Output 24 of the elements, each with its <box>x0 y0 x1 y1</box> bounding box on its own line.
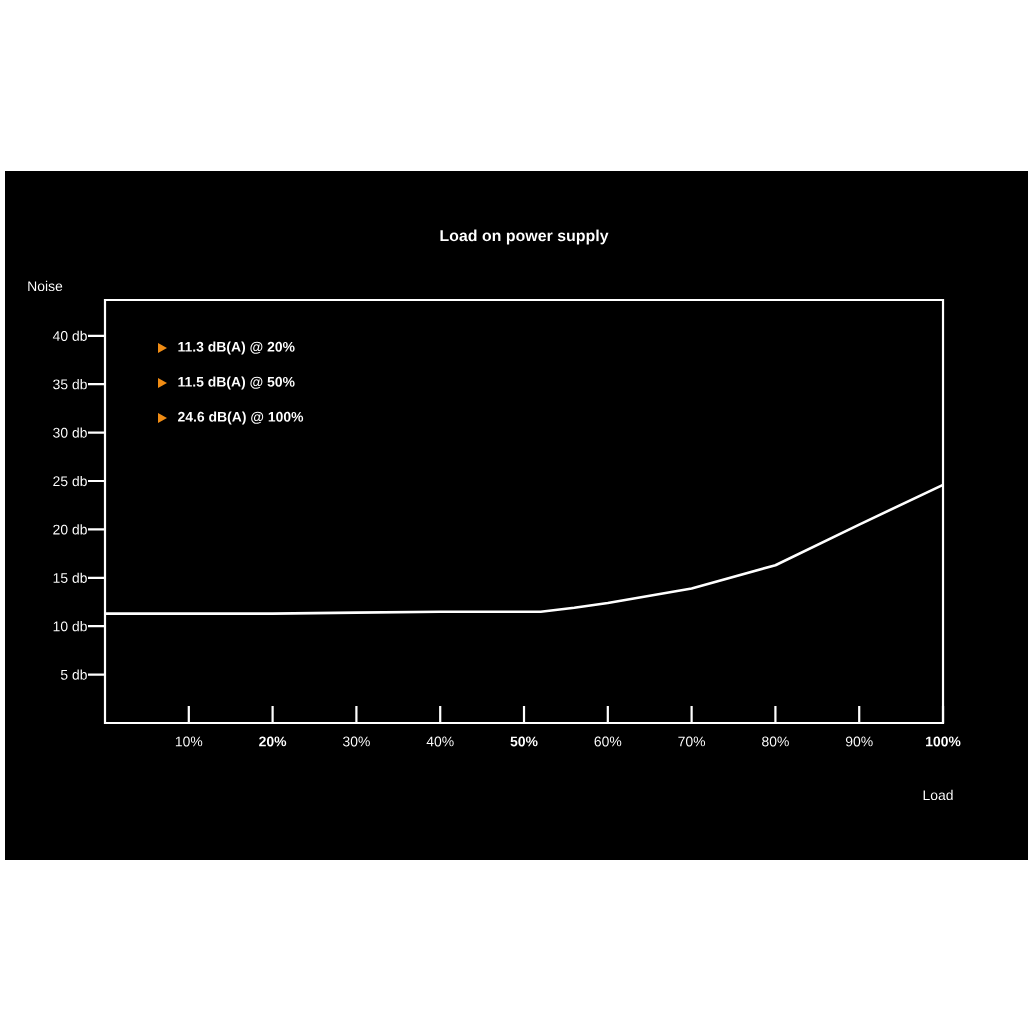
x-tick-label: 40% <box>426 736 454 747</box>
x-tick-label: 90% <box>845 736 873 747</box>
x-tick-label: 100% <box>926 736 961 747</box>
y-tick-label: 5 db <box>60 669 87 680</box>
y-tick-label: 35 db <box>53 379 87 390</box>
x-tick-label: 10% <box>175 736 203 747</box>
chart-title: Load on power supply <box>440 229 609 245</box>
annotation: 11.5 dB(A) @ 50% <box>178 376 295 390</box>
x-tick-label: 50% <box>510 736 538 747</box>
x-axis-title: Load <box>923 789 953 801</box>
y-tick-label: 20 db <box>53 524 87 535</box>
x-tick-label: 20% <box>259 736 287 747</box>
y-tick-label: 10 db <box>53 621 87 632</box>
x-tick-label: 80% <box>762 736 789 747</box>
annotation: 11.3 dB(A) @ 20% <box>178 341 295 355</box>
y-tick-label: 40 db <box>52 330 87 341</box>
y-axis-title: Noise <box>28 280 63 292</box>
x-tick-label: 30% <box>342 736 370 747</box>
x-tick-label: 60% <box>594 736 622 747</box>
y-tick-label: 25 db <box>53 475 87 487</box>
y-tick-label: 30 db <box>53 427 87 438</box>
annotation: 24.6 dB(A) @ 100% <box>178 411 304 425</box>
y-tick-label: 15 db <box>53 572 87 583</box>
x-tick-label: 70% <box>678 736 706 747</box>
